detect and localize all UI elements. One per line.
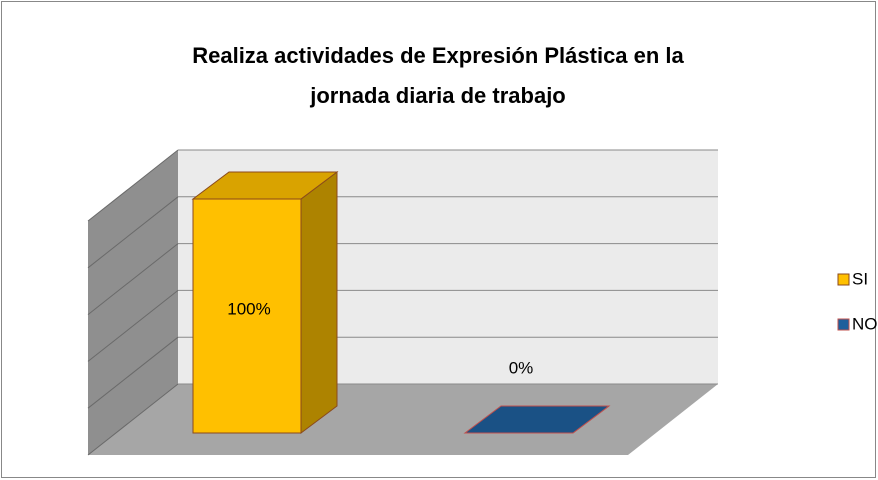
bar-top — [463, 405, 611, 434]
chart-title: jornada diaria de trabajo — [309, 83, 566, 108]
grid-line — [87, 336, 179, 409]
grid-line — [87, 383, 179, 456]
chart-title: Realiza actividades de Expresión Plástic… — [192, 43, 684, 68]
legend-swatch — [837, 273, 850, 286]
floor — [88, 384, 718, 455]
legend-label: NO — [852, 314, 878, 333]
data-label: 100% — [227, 299, 270, 318]
grid-line — [87, 243, 179, 315]
data-label: 0% — [509, 358, 534, 377]
legend-label: SI — [852, 269, 868, 288]
grid-line — [87, 290, 179, 362]
bar-top — [191, 171, 339, 200]
side-wall — [88, 150, 178, 455]
grid-line — [87, 149, 179, 222]
bar-side — [300, 171, 338, 434]
legend-swatch — [837, 318, 850, 331]
grid-line — [87, 196, 179, 269]
